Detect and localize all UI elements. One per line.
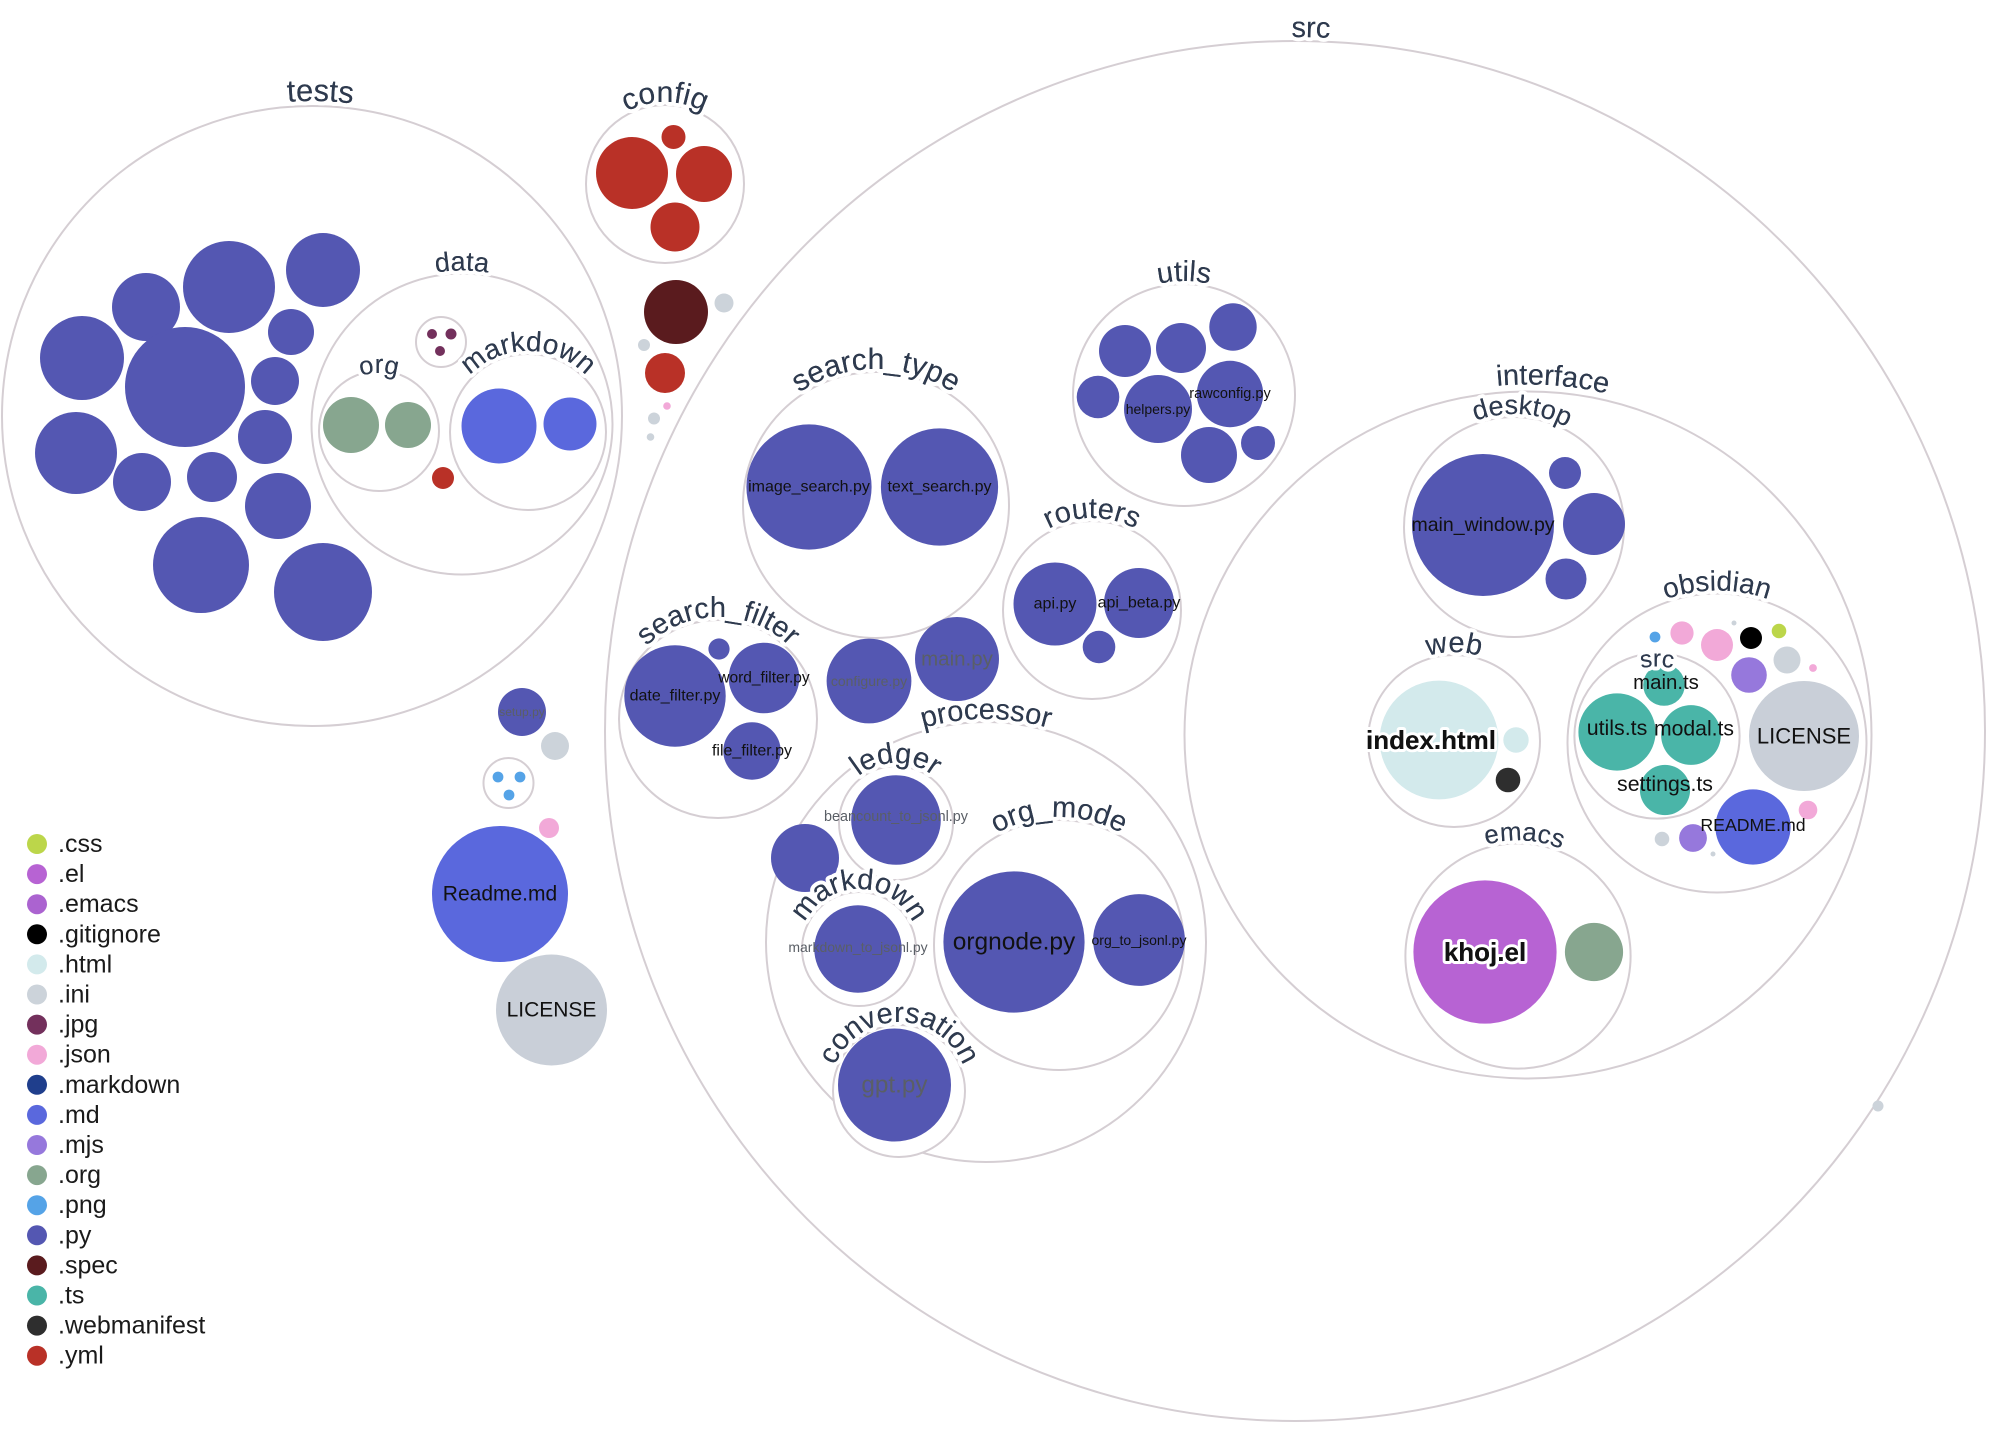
svg-text:.org: .org bbox=[58, 1161, 101, 1189]
svg-text:.md: .md bbox=[58, 1101, 100, 1129]
svg-text:image_search.py: image_search.py bbox=[748, 479, 870, 496]
svg-text:orgnode.py: orgnode.py bbox=[953, 929, 1076, 956]
svg-text:helpers.py: helpers.py bbox=[1126, 401, 1191, 417]
svg-text:web: web bbox=[1422, 627, 1485, 663]
svg-text:setup.py: setup.py bbox=[499, 705, 546, 719]
svg-text:.yml: .yml bbox=[58, 1342, 104, 1370]
svg-text:date_filter.py: date_filter.py bbox=[630, 688, 721, 705]
svg-text:api_beta.py: api_beta.py bbox=[1098, 595, 1181, 612]
svg-text:main_window.py: main_window.py bbox=[1411, 514, 1554, 536]
svg-text:.png: .png bbox=[58, 1191, 107, 1219]
svg-text:beancount_to_jsonl.py: beancount_to_jsonl.py bbox=[824, 809, 969, 825]
svg-text:.emacs: .emacs bbox=[58, 890, 139, 918]
svg-text:src: src bbox=[1291, 12, 1331, 45]
svg-text:markdown_to_jsonl.py: markdown_to_jsonl.py bbox=[788, 939, 927, 955]
svg-text:README.md: README.md bbox=[1700, 815, 1805, 835]
svg-text:LICENSE: LICENSE bbox=[507, 999, 597, 1022]
svg-text:.ini: .ini bbox=[58, 981, 90, 1009]
svg-text:.html: .html bbox=[58, 950, 112, 978]
svg-text:word_filter.py: word_filter.py bbox=[717, 670, 810, 687]
svg-text:tests: tests bbox=[285, 72, 356, 110]
svg-text:utils: utils bbox=[1155, 256, 1214, 291]
svg-text:LICENSE: LICENSE bbox=[1757, 724, 1851, 749]
svg-text:index.html: index.html bbox=[1366, 725, 1496, 755]
svg-text:utils.ts: utils.ts bbox=[1587, 716, 1648, 740]
svg-text:.spec: .spec bbox=[58, 1251, 118, 1279]
svg-text:modal.ts: modal.ts bbox=[1654, 718, 1734, 741]
svg-text:api.py: api.py bbox=[1034, 596, 1077, 613]
svg-text:main.py: main.py bbox=[921, 648, 994, 671]
svg-text:utils: utils bbox=[1155, 256, 1214, 291]
svg-text:main.ts: main.ts bbox=[1633, 672, 1699, 694]
svg-text:.gitignore: .gitignore bbox=[58, 920, 161, 948]
svg-text:.ts: .ts bbox=[58, 1282, 84, 1310]
svg-text:.webmanifest: .webmanifest bbox=[58, 1312, 205, 1340]
svg-text:khoj.el: khoj.el bbox=[1444, 937, 1526, 967]
svg-text:rawconfig.py: rawconfig.py bbox=[1189, 386, 1271, 402]
svg-text:data: data bbox=[433, 246, 492, 278]
svg-text:Readme.md: Readme.md bbox=[443, 883, 557, 906]
svg-text:settings.ts: settings.ts bbox=[1617, 772, 1713, 796]
svg-text:data: data bbox=[433, 246, 492, 278]
svg-text:src: src bbox=[1638, 645, 1676, 674]
svg-text:.mjs: .mjs bbox=[58, 1131, 104, 1159]
svg-text:.el: .el bbox=[58, 860, 84, 888]
svg-text:tests: tests bbox=[285, 72, 356, 110]
svg-text:src: src bbox=[1291, 12, 1331, 45]
svg-text:khoj.el: khoj.el bbox=[1444, 937, 1526, 967]
svg-text:text_search.py: text_search.py bbox=[887, 479, 991, 496]
svg-text:.py: .py bbox=[58, 1221, 92, 1249]
svg-text:org_to_jsonl.py: org_to_jsonl.py bbox=[1092, 932, 1187, 948]
svg-text:org: org bbox=[356, 351, 401, 381]
svg-text:.jpg: .jpg bbox=[58, 1011, 98, 1039]
svg-text:gpt.py: gpt.py bbox=[861, 1072, 928, 1099]
svg-text:.json: .json bbox=[58, 1041, 111, 1069]
svg-text:.css: .css bbox=[58, 830, 102, 858]
svg-text:index.html: index.html bbox=[1366, 725, 1496, 755]
svg-text:src: src bbox=[1638, 645, 1676, 674]
svg-text:.markdown: .markdown bbox=[58, 1071, 180, 1099]
svg-text:configure.py: configure.py bbox=[831, 673, 907, 689]
svg-text:file_filter.py: file_filter.py bbox=[712, 743, 792, 760]
